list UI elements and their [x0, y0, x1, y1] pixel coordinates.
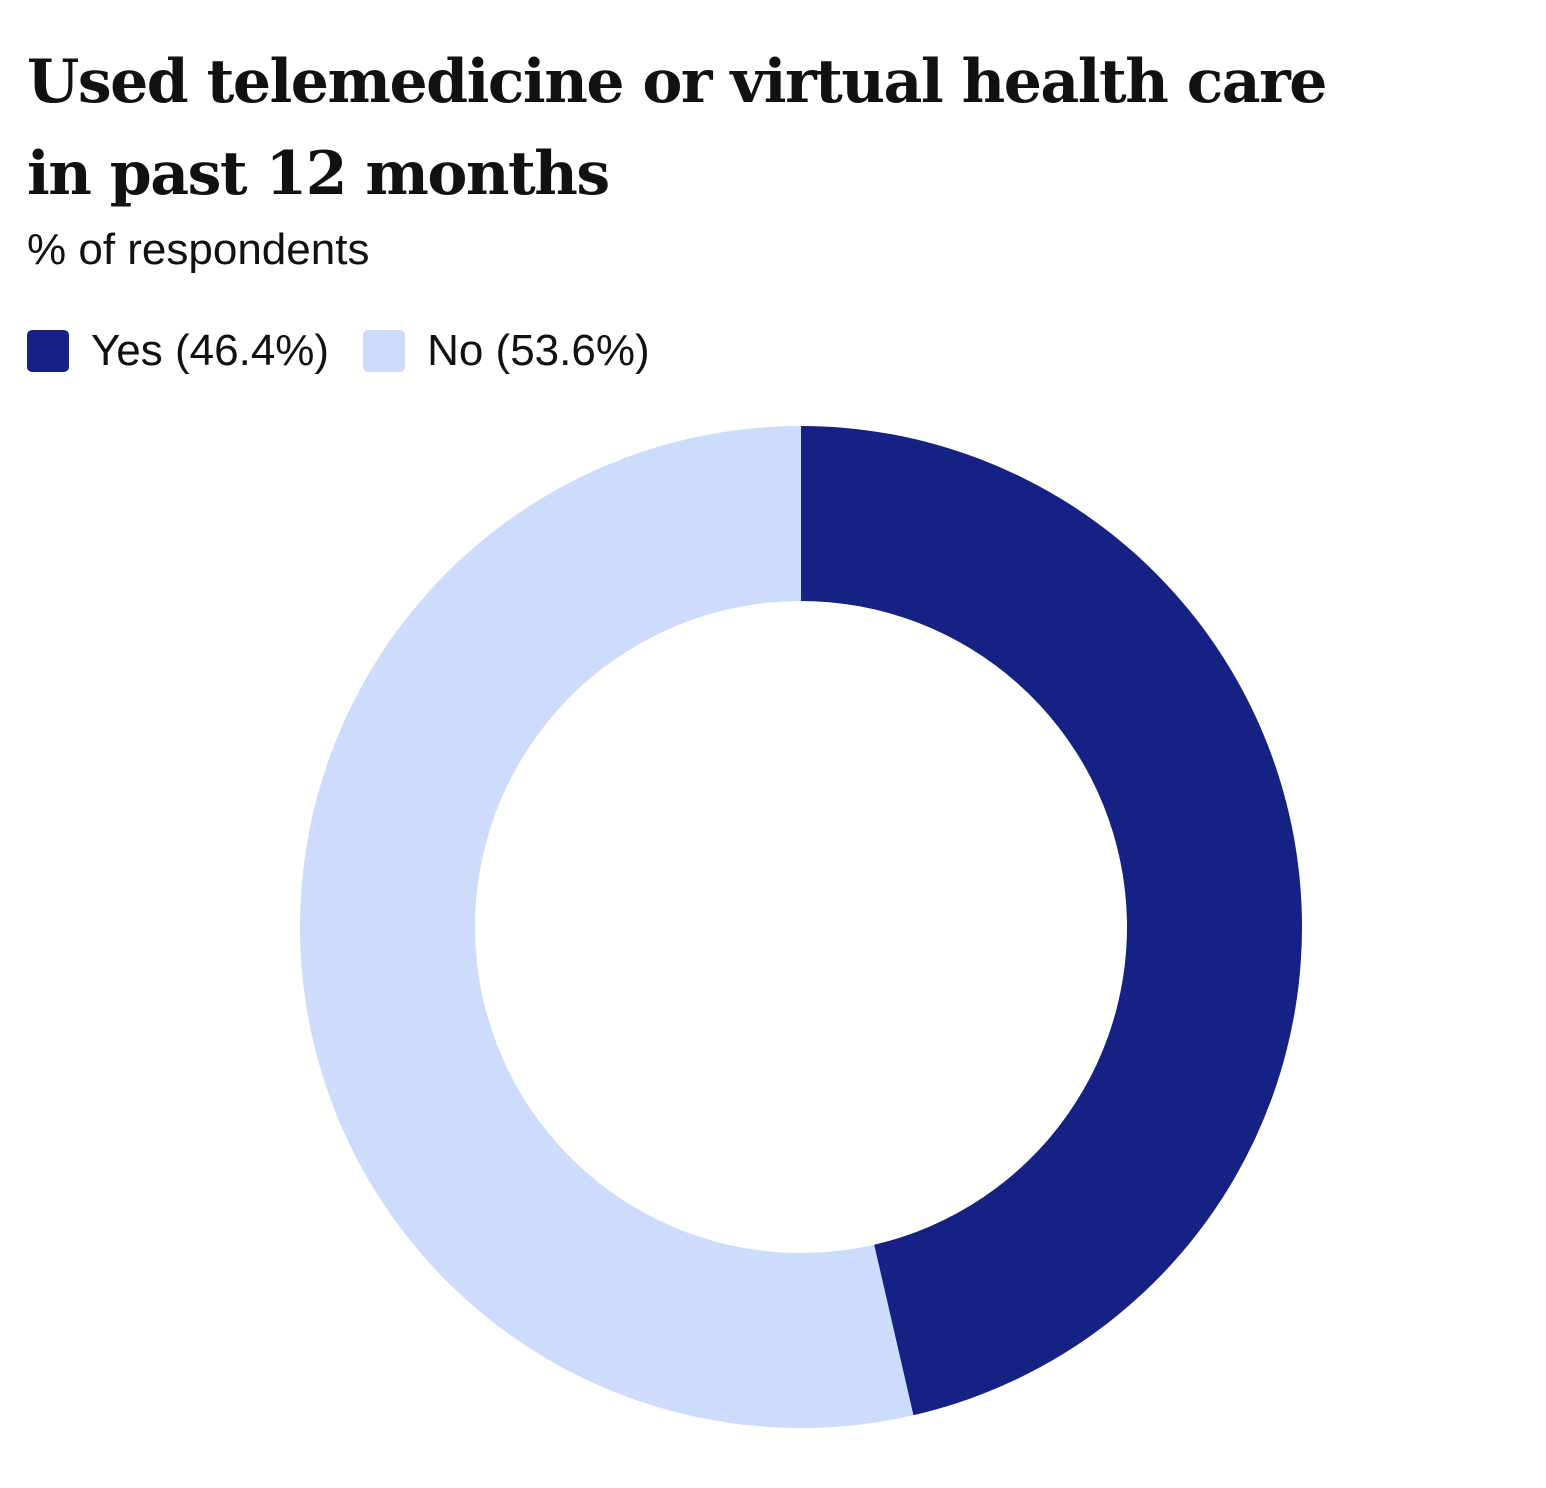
chart-title: Used telemedicine or virtual health care… — [27, 47, 1327, 209]
legend-item-no: No (53.6%) — [363, 326, 650, 376]
legend-item-yes: Yes (46.4%) — [27, 326, 329, 376]
legend-label-yes: Yes (46.4%) — [91, 326, 330, 375]
donut-slice-no — [300, 426, 914, 1428]
legend-swatch-no — [363, 330, 406, 372]
donut-slices — [300, 426, 1303, 1428]
legend: Yes (46.4%) No (53.6%) — [27, 326, 684, 376]
legend-swatch-yes — [27, 330, 69, 372]
legend-label-no: No (53.6%) — [427, 326, 650, 375]
donut-slice-yes — [801, 426, 1303, 1416]
chart-subtitle: % of respondents — [27, 225, 370, 274]
